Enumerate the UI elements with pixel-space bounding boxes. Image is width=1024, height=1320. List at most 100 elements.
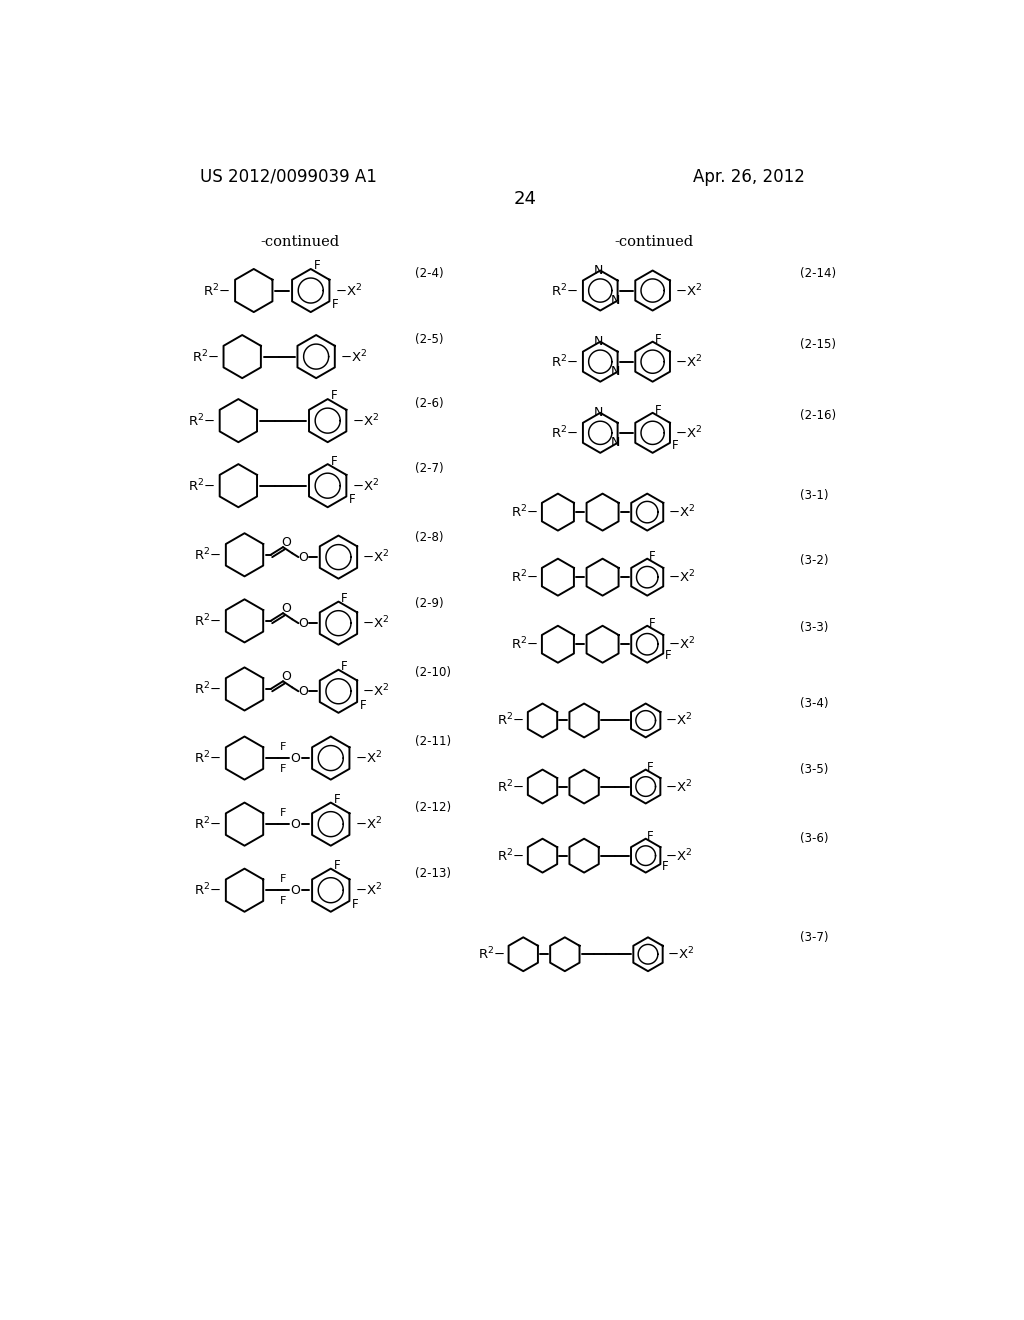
Text: O: O: [291, 817, 300, 830]
Text: 24: 24: [513, 190, 537, 209]
Text: F: F: [280, 808, 286, 818]
Text: (2-14): (2-14): [801, 267, 837, 280]
Text: $-$X$^2$: $-$X$^2$: [354, 816, 382, 833]
Text: (2-15): (2-15): [801, 338, 837, 351]
Text: N: N: [610, 437, 620, 449]
Text: R$^2$$-$: R$^2$$-$: [191, 348, 219, 364]
Text: F: F: [313, 260, 321, 272]
Text: R$^2$$-$: R$^2$$-$: [552, 425, 579, 441]
Text: -continued: -continued: [260, 235, 340, 248]
Text: F: F: [334, 859, 340, 873]
Text: F: F: [334, 793, 340, 807]
Text: R$^2$$-$: R$^2$$-$: [195, 816, 221, 833]
Text: N: N: [593, 407, 603, 420]
Text: F: F: [280, 764, 286, 774]
Text: O: O: [298, 616, 308, 630]
Text: F: F: [647, 760, 653, 774]
Text: (2-13): (2-13): [416, 867, 452, 879]
Text: (2-7): (2-7): [416, 462, 444, 475]
Text: R$^2$$-$: R$^2$$-$: [552, 282, 579, 298]
Text: R$^2$$-$: R$^2$$-$: [497, 847, 524, 865]
Text: R$^2$$-$: R$^2$$-$: [195, 882, 221, 899]
Text: F: F: [654, 333, 662, 346]
Text: R$^2$$-$: R$^2$$-$: [204, 282, 230, 298]
Text: R$^2$$-$: R$^2$$-$: [195, 750, 221, 767]
Text: $-$X$^2$: $-$X$^2$: [668, 946, 694, 962]
Text: F: F: [280, 896, 286, 906]
Text: R$^2$$-$: R$^2$$-$: [497, 779, 524, 795]
Text: (2-11): (2-11): [416, 735, 452, 747]
Text: R$^2$$-$: R$^2$$-$: [188, 478, 215, 494]
Text: R$^2$$-$: R$^2$$-$: [477, 946, 505, 962]
Text: $-$X$^2$: $-$X$^2$: [362, 549, 389, 565]
Text: R$^2$$-$: R$^2$$-$: [511, 636, 538, 652]
Text: N: N: [610, 366, 620, 379]
Text: F: F: [647, 830, 653, 843]
Text: O: O: [282, 671, 291, 684]
Text: $-$X$^2$: $-$X$^2$: [362, 682, 389, 700]
Text: F: F: [649, 616, 656, 630]
Text: $-$X$^2$: $-$X$^2$: [354, 882, 382, 899]
Text: (2-6): (2-6): [416, 397, 444, 411]
Text: O: O: [291, 751, 300, 764]
Text: F: F: [662, 859, 669, 873]
Text: (2-16): (2-16): [801, 409, 837, 422]
Text: $-$X$^2$: $-$X$^2$: [675, 282, 702, 298]
Text: N: N: [593, 335, 603, 348]
Text: F: F: [672, 438, 679, 451]
Text: (2-12): (2-12): [416, 801, 452, 813]
Text: US 2012/0099039 A1: US 2012/0099039 A1: [200, 168, 377, 186]
Text: F: F: [341, 593, 348, 605]
Text: R$^2$$-$: R$^2$$-$: [195, 612, 221, 630]
Text: O: O: [282, 536, 291, 549]
Text: R$^2$$-$: R$^2$$-$: [511, 504, 538, 520]
Text: R$^2$$-$: R$^2$$-$: [188, 412, 215, 429]
Text: R$^2$$-$: R$^2$$-$: [195, 546, 221, 564]
Text: F: F: [649, 550, 656, 562]
Text: $-$X$^2$: $-$X$^2$: [665, 779, 692, 795]
Text: -continued: -continued: [614, 235, 693, 248]
Text: (3-1): (3-1): [801, 488, 829, 502]
Text: $-$X$^2$: $-$X$^2$: [668, 569, 695, 586]
Text: (3-7): (3-7): [801, 931, 829, 944]
Text: O: O: [298, 550, 308, 564]
Text: Apr. 26, 2012: Apr. 26, 2012: [692, 168, 805, 186]
Text: (3-4): (3-4): [801, 697, 829, 710]
Text: $-$X$^2$: $-$X$^2$: [665, 847, 692, 865]
Text: (2-5): (2-5): [416, 333, 444, 346]
Text: $-$X$^2$: $-$X$^2$: [675, 354, 702, 370]
Text: $-$X$^2$: $-$X$^2$: [675, 425, 702, 441]
Text: F: F: [331, 454, 337, 467]
Text: $-$X$^2$: $-$X$^2$: [665, 713, 692, 729]
Text: O: O: [282, 602, 291, 615]
Text: R$^2$$-$: R$^2$$-$: [195, 681, 221, 697]
Text: F: F: [332, 298, 339, 312]
Text: F: F: [341, 660, 348, 673]
Text: (2-4): (2-4): [416, 267, 444, 280]
Text: N: N: [593, 264, 603, 277]
Text: (2-10): (2-10): [416, 665, 452, 678]
Text: (3-2): (3-2): [801, 553, 829, 566]
Text: F: F: [331, 389, 337, 403]
Text: O: O: [291, 883, 300, 896]
Text: F: F: [666, 649, 672, 663]
Text: (2-9): (2-9): [416, 598, 444, 610]
Text: N: N: [610, 294, 620, 308]
Text: $-$X$^2$: $-$X$^2$: [362, 615, 389, 631]
Text: R$^2$$-$: R$^2$$-$: [497, 713, 524, 729]
Text: F: F: [360, 698, 367, 711]
Text: (2-8): (2-8): [416, 532, 444, 544]
Text: R$^2$$-$: R$^2$$-$: [552, 354, 579, 370]
Text: $-$X$^2$: $-$X$^2$: [668, 504, 695, 520]
Text: $-$X$^2$: $-$X$^2$: [351, 412, 379, 429]
Text: (3-3): (3-3): [801, 620, 828, 634]
Text: F: F: [280, 742, 286, 752]
Text: $-$X$^2$: $-$X$^2$: [335, 282, 361, 298]
Text: (3-6): (3-6): [801, 832, 829, 845]
Text: F: F: [349, 494, 355, 506]
Text: F: F: [654, 404, 662, 417]
Text: $-$X$^2$: $-$X$^2$: [340, 348, 368, 364]
Text: R$^2$$-$: R$^2$$-$: [511, 569, 538, 586]
Text: $-$X$^2$: $-$X$^2$: [351, 478, 379, 494]
Text: (3-5): (3-5): [801, 763, 828, 776]
